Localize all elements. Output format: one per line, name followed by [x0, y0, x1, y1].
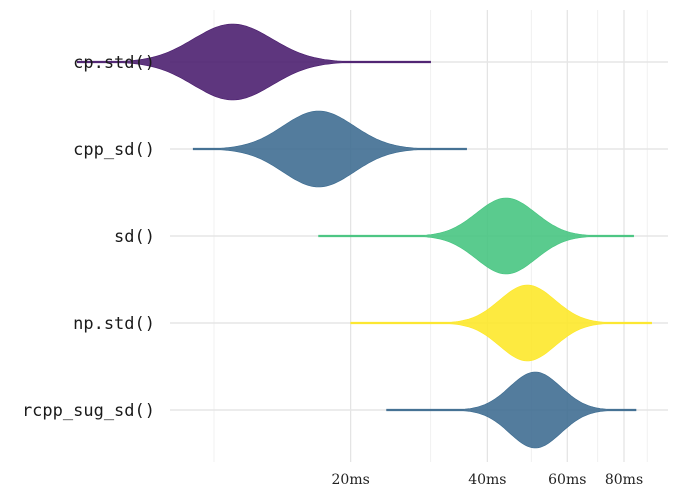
violin-2: [318, 197, 634, 275]
violins: [77, 23, 652, 449]
category-label-3: np.std(): [73, 314, 155, 334]
violin-0: [77, 23, 431, 101]
violin-3: [350, 284, 652, 362]
x-tick-label-1: 40ms: [468, 472, 506, 488]
x-tick-label-3: 80ms: [605, 472, 643, 488]
category-label-1: cpp_sd(): [73, 140, 155, 160]
category-labels: cp.std() cpp_sd() sd() np.std() rcpp_sug_sd(…: [22, 53, 155, 421]
x-tick-label-0: 20ms: [332, 472, 370, 488]
x-axis-ticks: 20ms 40ms 60ms 80ms: [332, 472, 644, 488]
violin-1: [192, 110, 467, 188]
category-label-4: rcpp_sug_sd(): [22, 401, 155, 421]
category-label-0: cp.std(): [73, 53, 155, 73]
violin-4: [386, 371, 637, 449]
category-label-2: sd(): [114, 227, 155, 247]
x-tick-label-2: 60ms: [548, 472, 586, 488]
